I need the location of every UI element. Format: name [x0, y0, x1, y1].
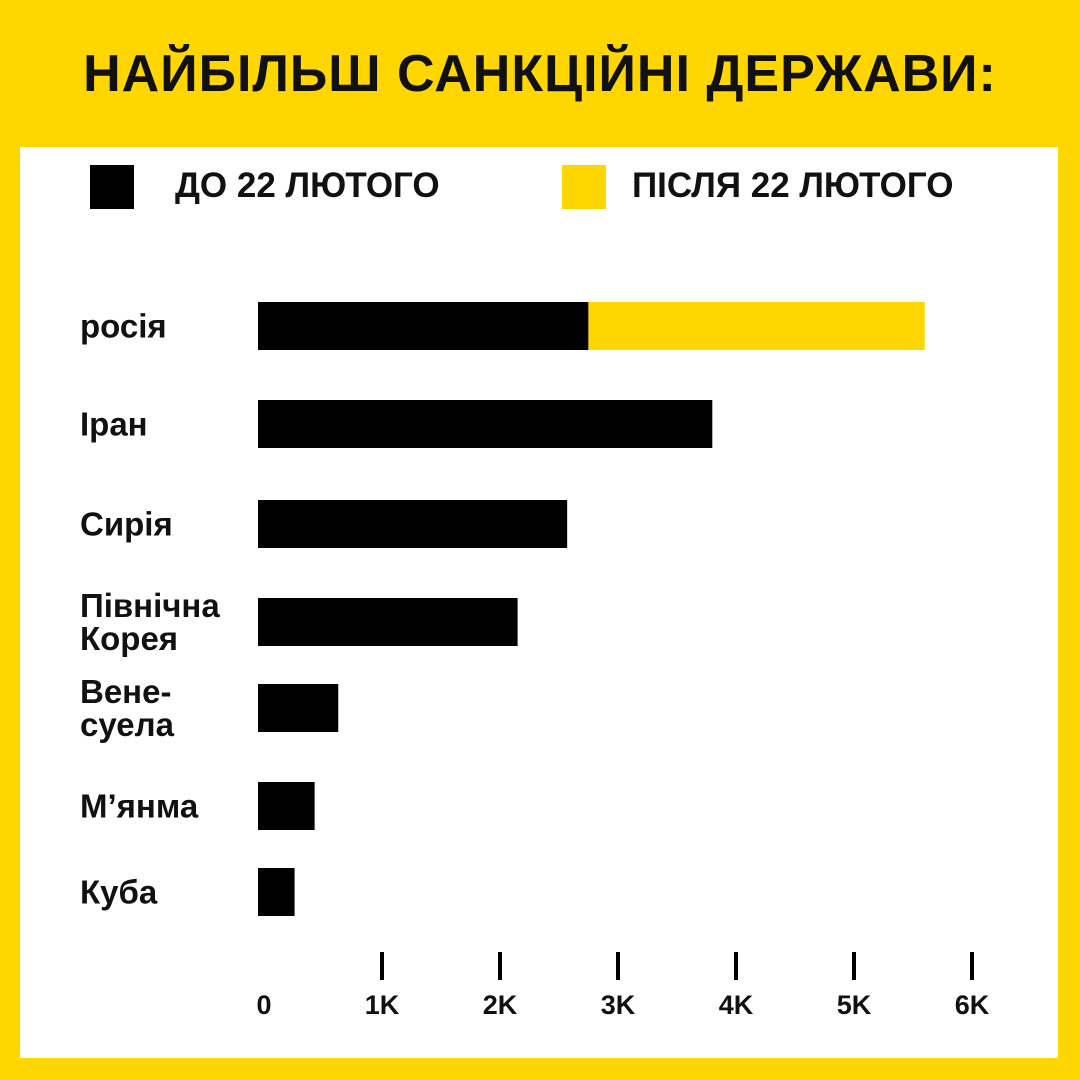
bar [258, 782, 315, 830]
x-tick-label: 2K [482, 990, 518, 1020]
legend-label: ПІСЛЯ 22 ЛЮТОГО [632, 166, 954, 205]
category-label: Сирія [80, 505, 173, 543]
legend-label: ДО 22 ЛЮТОГО [175, 166, 440, 205]
panel [20, 147, 1058, 1058]
x-tick-label: 0 [256, 990, 272, 1020]
category-label: Іран [80, 405, 148, 443]
bar [258, 400, 713, 448]
legend-swatch [90, 165, 134, 209]
bar [258, 302, 589, 350]
category-label: росія [80, 307, 167, 345]
chart-title: НАЙБІЛЬШ САНКЦІЙНІ ДЕРЖАВИ: [83, 45, 997, 103]
legend-swatch [562, 165, 606, 209]
bar [258, 500, 568, 548]
bar [588, 302, 925, 350]
bar [258, 598, 518, 646]
x-tick-label: 4K [718, 990, 754, 1020]
bar [258, 684, 339, 732]
category-label: М’янма [80, 787, 199, 825]
x-tick-label: 5K [836, 990, 872, 1020]
bar [258, 868, 295, 916]
category-label: Вене- суела [80, 673, 174, 743]
category-label: Північна Корея [80, 587, 220, 657]
category-label: Куба [80, 873, 158, 911]
x-tick-label: 6K [954, 990, 990, 1020]
x-tick-label: 3K [600, 990, 636, 1020]
x-tick-label: 1K [364, 990, 400, 1020]
